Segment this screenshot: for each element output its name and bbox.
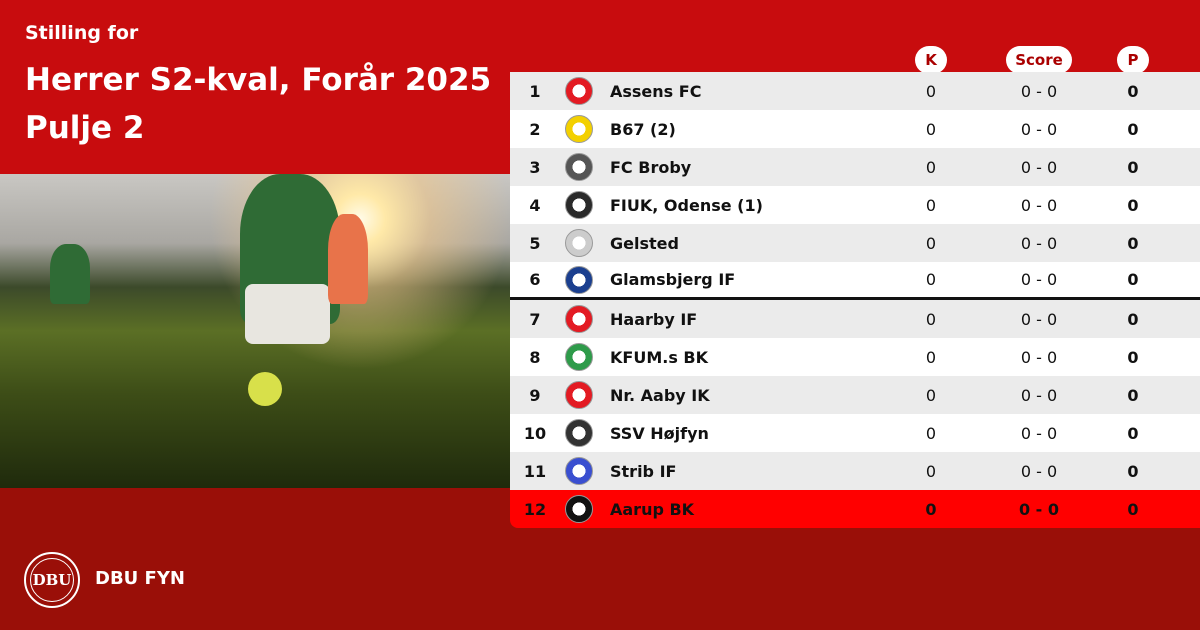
- points: 0: [1127, 347, 1139, 367]
- rank: 2: [529, 119, 541, 139]
- rank: 5: [529, 233, 541, 253]
- column-header-score: Score: [1006, 46, 1072, 74]
- dbu-logo: DBU: [24, 552, 80, 608]
- rank: 7: [529, 309, 541, 329]
- table-row[interactable]: 11 Strib IF 0 0 - 0 0: [510, 452, 1200, 490]
- score: 0 - 0: [1020, 270, 1058, 289]
- rank: 1: [529, 81, 541, 101]
- points: 0: [1127, 233, 1139, 253]
- table-row[interactable]: 2 B67 (2) 0 0 - 0 0: [510, 110, 1200, 148]
- points: 0: [1127, 157, 1139, 177]
- team-name: Haarby IF: [610, 309, 698, 329]
- table-row[interactable]: 6 Glamsbjerg IF 0 0 - 0 0: [510, 262, 1200, 300]
- team-logo-icon: [565, 457, 593, 485]
- rank: 8: [529, 347, 541, 367]
- team-name: KFUM.s BK: [610, 347, 709, 367]
- team-name: B67 (2): [610, 119, 676, 139]
- team-name: Glamsbjerg IF: [610, 270, 736, 289]
- table-row[interactable]: 9 Nr. Aaby IK 0 0 - 0 0: [510, 376, 1200, 414]
- matches-played: 0: [925, 195, 937, 215]
- title-line-2: Pulje 2: [25, 110, 145, 146]
- table-row[interactable]: 8 KFUM.s BK 0 0 - 0 0: [510, 338, 1200, 376]
- team-logo-icon: [565, 381, 593, 409]
- team-name: FIUK, Odense (1): [610, 195, 763, 215]
- table-row[interactable]: 1 Assens FC 0 0 - 0 0: [510, 72, 1200, 110]
- matches-played: 0: [925, 119, 937, 139]
- team-logo-icon: [565, 265, 593, 294]
- rank: 12: [523, 499, 547, 519]
- page-title: Herrer S2-kval, Forår 2025 Pulje 2: [25, 56, 491, 152]
- team-logo-icon: [565, 153, 593, 181]
- team-logo-icon: [565, 343, 593, 371]
- team-name: Nr. Aaby IK: [610, 385, 710, 405]
- table-row[interactable]: 5 Gelsted 0 0 - 0 0: [510, 224, 1200, 262]
- column-header-p: P: [1117, 46, 1149, 74]
- score: 0 - 0: [1020, 195, 1058, 215]
- score: 0 - 0: [1020, 423, 1058, 443]
- standings-table: 1 Assens FC 0 0 - 0 0 2 B67 (2) 0 0 - 0 0 3 FC Brob…: [510, 72, 1200, 528]
- team-logo-icon: [565, 191, 593, 219]
- table-row[interactable]: 10 SSV Højfyn 0 0 - 0 0: [510, 414, 1200, 452]
- points: 0: [1127, 499, 1139, 519]
- team-name: FC Broby: [610, 157, 692, 177]
- score: 0 - 0: [1020, 81, 1058, 101]
- table-row[interactable]: 12 Aarup BK 0 0 - 0 0: [510, 490, 1200, 528]
- matches-played: 0: [925, 423, 937, 443]
- team-logo-icon: [565, 77, 593, 105]
- score: 0 - 0: [1020, 233, 1058, 253]
- points: 0: [1127, 119, 1139, 139]
- score: 0 - 0: [1020, 347, 1058, 367]
- rank: 10: [523, 423, 547, 443]
- points: 0: [1127, 270, 1139, 289]
- matches-played: 0: [925, 347, 937, 367]
- team-name: Aarup BK: [610, 499, 695, 519]
- team-name: Gelsted: [610, 233, 679, 253]
- matches-played: 0: [925, 309, 937, 329]
- score: 0 - 0: [1020, 461, 1058, 481]
- matches-played: 0: [925, 157, 937, 177]
- team-logo-icon: [565, 115, 593, 143]
- team-logo-icon: [565, 495, 593, 523]
- score: 0 - 0: [1020, 385, 1058, 405]
- title-line-1: Herrer S2-kval, Forår 2025: [25, 62, 492, 98]
- table-row[interactable]: 4 FIUK, Odense (1) 0 0 - 0 0: [510, 186, 1200, 224]
- points: 0: [1127, 423, 1139, 443]
- rank: 4: [529, 195, 541, 215]
- matches-played: 0: [925, 385, 937, 405]
- column-header-k: K: [915, 46, 947, 74]
- rank: 3: [529, 157, 541, 177]
- score: 0 - 0: [1020, 119, 1058, 139]
- team-logo-icon: [565, 305, 593, 333]
- team-name: SSV Højfyn: [610, 423, 709, 443]
- rank: 11: [523, 461, 547, 481]
- matches-played: 0: [925, 461, 937, 481]
- brand-name: DBU FYN: [95, 568, 185, 589]
- subtitle: Stilling for: [25, 22, 139, 44]
- team-logo-icon: [565, 229, 593, 257]
- points: 0: [1127, 195, 1139, 215]
- matches-played: 0: [925, 499, 937, 519]
- score: 0 - 0: [1020, 157, 1058, 177]
- points: 0: [1127, 461, 1139, 481]
- score: 0 - 0: [1018, 499, 1060, 519]
- table-row[interactable]: 3 FC Broby 0 0 - 0 0: [510, 148, 1200, 186]
- rank: 9: [529, 385, 541, 405]
- matches-played: 0: [925, 81, 937, 101]
- matches-played: 0: [925, 233, 937, 253]
- rank: 6: [529, 270, 541, 289]
- points: 0: [1127, 81, 1139, 101]
- matches-played: 0: [925, 270, 937, 289]
- team-logo-icon: [565, 419, 593, 447]
- team-name: Assens FC: [610, 81, 702, 101]
- points: 0: [1127, 385, 1139, 405]
- points: 0: [1127, 309, 1139, 329]
- football-photo: [0, 174, 510, 488]
- team-name: Strib IF: [610, 461, 677, 481]
- table-row[interactable]: 7 Haarby IF 0 0 - 0 0: [510, 300, 1200, 338]
- score: 0 - 0: [1020, 309, 1058, 329]
